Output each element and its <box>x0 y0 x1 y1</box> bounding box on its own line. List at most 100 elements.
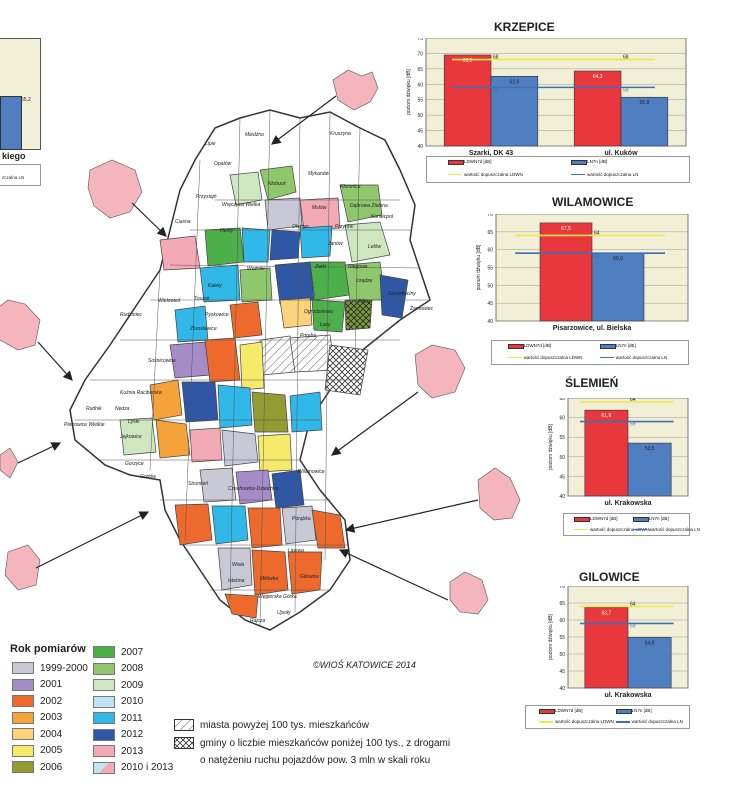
limit-value-label: 59 <box>623 87 629 93</box>
place-label: Lyski <box>128 419 140 425</box>
y-tick-label: 40 <box>559 686 565 692</box>
place-label: Rajcza <box>250 618 266 624</box>
limit-value-label: 64 <box>594 230 600 236</box>
place-label: Istebna <box>228 578 245 584</box>
place-label: Zarki <box>314 264 327 270</box>
legend-bar-swatch <box>539 709 556 714</box>
bar-value-label: 59,0 <box>613 256 623 262</box>
partial-chart-caption: kiego <box>2 151 26 161</box>
legend-bar-swatch <box>574 517 590 522</box>
place-label: Sośnicowice <box>148 358 176 364</box>
callout-arrows <box>17 95 479 601</box>
bar-value-label: 55,8 <box>640 100 650 106</box>
place-label: Ogrodzieniec <box>304 309 334 315</box>
place-label: Rudnik <box>86 406 102 412</box>
place-label: Ciasna <box>175 219 191 225</box>
year-legend-title: Rok pomiarów <box>10 643 86 655</box>
place-label: Poręba <box>300 333 316 339</box>
legend-line-swatch <box>447 173 462 175</box>
y-tick-label: 70 <box>559 586 565 590</box>
place-label: Rudziniec <box>120 312 142 318</box>
year-label: 2001 <box>40 679 63 690</box>
y-axis-label: poziom dźwięku [dB] <box>406 68 412 114</box>
cross-hatch-swatch <box>174 737 194 749</box>
year-swatch <box>12 711 34 724</box>
place-label: Porąbka <box>292 516 311 522</box>
place-label: Żarnowiec <box>409 305 434 312</box>
legend-label: wartość dopuszczalna LDWN <box>523 354 583 360</box>
place-label: Godów <box>140 474 156 480</box>
y-tick-label: 65 <box>417 67 423 73</box>
bar-value-label: 69,5 <box>463 58 473 64</box>
partial-chart-value-label: 55,2 <box>21 97 31 103</box>
place-names: Lipie Miedźno Kruszyna Opatów Kłobuck My… <box>64 131 434 624</box>
hatch-legend-gminy-line1: gminy o liczbie mieszkańców poniżej 100 … <box>200 737 451 749</box>
year-legend-item: 2011 <box>93 712 143 724</box>
bar-ldwn <box>584 409 629 497</box>
legend-label: wartość dopuszczalna LN <box>587 171 639 177</box>
bar-ldwn <box>573 70 622 147</box>
legend-bar-swatch <box>615 709 632 714</box>
category-label: Pisarzowice, ul. Bielska <box>553 325 632 332</box>
legend-label: wartość dopuszczalna LDWN <box>463 171 523 177</box>
category-label: Szarki, DK 43 <box>469 150 513 157</box>
place-label: Kalety <box>208 283 222 289</box>
chart-title-slemien: ŚLEMIEŃ <box>565 376 619 390</box>
place-label: Czechowice-Dziedzice <box>228 486 279 492</box>
y-tick-label: 40 <box>487 319 493 325</box>
year-legend-item: 2012 <box>93 728 143 741</box>
year-swatch <box>12 695 34 707</box>
place-label: Olsztyn <box>292 224 309 230</box>
place-label: Przyrów <box>335 224 353 230</box>
legend-bar-swatch <box>447 160 464 165</box>
year-swatch <box>93 662 115 675</box>
place-label: Szczekociny <box>388 291 416 297</box>
legend-line-swatch <box>507 356 522 358</box>
y-tick-label: 70 <box>487 214 493 218</box>
y-tick-label: 60 <box>487 248 493 254</box>
year-swatch <box>93 728 115 741</box>
chart-legend-krzepice: LDWN7d [dB] LN7n [dB] wartość dopuszczalna… <box>426 156 690 183</box>
y-tick-label: 65 <box>559 601 565 607</box>
place-label: Zbrosławice <box>189 326 217 332</box>
y-tick-label: 60 <box>417 82 423 88</box>
year-label: 2010 <box>121 696 144 707</box>
limit-value-label: 68 <box>493 55 499 61</box>
year-label: 2002 <box>40 695 63 707</box>
legend-line-swatch <box>571 173 586 175</box>
place-label: Mstów <box>312 205 327 211</box>
bar-ldwn <box>584 607 629 689</box>
bar-value-label: 53,5 <box>645 446 655 452</box>
legend-line-swatch <box>615 721 630 723</box>
place-label: Janów <box>327 241 343 247</box>
bar-value-label: 54,9 <box>645 640 655 646</box>
y-tick-label: 55 <box>559 435 565 441</box>
chart-legend-gilowice: LDWN7d [dB] LN7n [dB] wartość dopuszczalna… <box>525 705 690 729</box>
legend-bar-swatch <box>632 517 649 522</box>
year-label: 2013 <box>121 745 144 757</box>
bar-value-label: 64,3 <box>593 74 603 80</box>
limit-value-label: 59 <box>594 253 600 259</box>
legend-label: wartość dopuszczalna LDWN <box>590 526 649 532</box>
year-legend-item: 2004 <box>12 728 62 740</box>
place-label: Irządze <box>356 278 373 284</box>
chart-title-gilowice: GILOWICE <box>579 570 640 584</box>
year-label: 2006 <box>40 761 63 773</box>
chart-legend-slemien: LDWN7d [dB] LN7n [dB] wartość dopuszczalna… <box>563 513 700 536</box>
limit-value-label: 59 <box>630 623 636 629</box>
place-label: Strumień <box>188 481 208 487</box>
callout-blob-southwest <box>4 544 41 591</box>
year-swatch <box>12 662 34 674</box>
chart-wilamowice: 40 45 50 55 60 65 70 poziom dźwięku [dB] 67,5 59,… <box>476 214 689 332</box>
place-label: Woźniki <box>247 266 265 272</box>
partial-chart-legend-text: zczalna LN <box>2 175 25 180</box>
y-tick-label: 60 <box>559 618 565 624</box>
y-tick-label: 45 <box>487 301 493 307</box>
callout-blob-wilamowice <box>414 344 466 399</box>
year-label: 2003 <box>40 712 63 723</box>
place-label: Dąbrowa Zielona <box>350 203 388 209</box>
year-legend-item: 2010 <box>93 695 144 708</box>
year-label: 1999-2000 <box>40 662 88 674</box>
year-swatch <box>12 728 34 740</box>
